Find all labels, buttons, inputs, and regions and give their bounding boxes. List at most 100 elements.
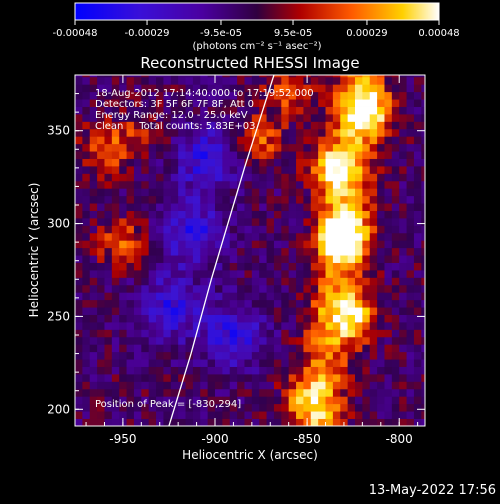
heatmap-cell (178, 203, 186, 211)
heatmap-cell (75, 418, 83, 426)
heatmap-cell (163, 403, 172, 412)
heatmap-cell (119, 84, 127, 93)
heatmap-cell (89, 344, 98, 353)
heatmap-cell (369, 106, 378, 115)
heatmap-cell (192, 255, 201, 263)
heatmap-cell (126, 173, 135, 182)
heatmap-cell (148, 166, 157, 174)
heatmap-cell (75, 114, 83, 122)
heatmap-cell (141, 180, 150, 189)
heatmap-cell (303, 240, 312, 249)
heatmap-cell (192, 277, 201, 286)
heatmap-cell (207, 210, 216, 219)
heatmap-cell (399, 359, 407, 367)
heatmap-cell (229, 240, 238, 249)
heatmap-cell (156, 76, 164, 85)
heatmap-cell (251, 91, 260, 100)
heatmap-cell (362, 99, 371, 107)
heatmap-cell (215, 411, 223, 419)
heatmap-cell (82, 322, 91, 330)
heatmap-cell (244, 84, 253, 93)
heatmap-cell (200, 396, 209, 405)
heatmap-cell (391, 75, 400, 78)
heatmap-cell (178, 218, 186, 226)
heatmap-cell (340, 359, 349, 367)
heatmap-cell (413, 374, 422, 382)
heatmap-cell (141, 418, 150, 426)
heatmap-cell (133, 136, 142, 145)
heatmap-cell (244, 344, 253, 353)
heatmap-cell (406, 374, 415, 382)
heatmap-cell (156, 210, 164, 219)
heatmap-cell (207, 329, 216, 338)
heatmap-cell (207, 388, 216, 397)
heatmap-cell (288, 359, 297, 367)
heatmap-cell (141, 91, 150, 100)
heatmap-cell (104, 403, 113, 412)
heatmap-cell (377, 284, 385, 293)
heatmap-cell (119, 91, 127, 100)
heatmap-cell (97, 344, 105, 353)
heatmap-cell (259, 284, 267, 293)
heatmap-cell (266, 344, 275, 353)
heatmap-cell (421, 307, 425, 315)
heatmap-cell (413, 351, 422, 360)
heatmap-cell (75, 284, 83, 293)
heatmap-cell (384, 106, 393, 115)
heatmap-cell (163, 388, 172, 397)
heatmap-cell (192, 411, 201, 419)
heatmap-cell (369, 75, 378, 78)
heatmap-cell (97, 396, 105, 405)
heatmap-cell (325, 136, 334, 145)
heatmap-cell (413, 255, 422, 263)
heatmap-cell (355, 195, 363, 204)
heatmap-cell (303, 403, 312, 412)
heatmap-cell (185, 240, 194, 249)
heatmap-cell (355, 292, 363, 301)
heatmap-cell (413, 225, 422, 234)
heatmap-cell (281, 255, 290, 263)
heatmap-cell (281, 232, 290, 241)
heatmap-cell (251, 203, 260, 211)
heatmap-cell (266, 359, 275, 367)
heatmap-cell (148, 344, 157, 353)
heatmap-cell (192, 76, 201, 85)
heatmap-cell (229, 307, 238, 315)
heatmap-cell (384, 76, 393, 85)
heatmap-cell (111, 84, 120, 93)
heatmap-cell (362, 374, 371, 382)
heatmap-cell (369, 307, 378, 315)
heatmap-cell (332, 359, 341, 367)
heatmap-cell (281, 284, 290, 293)
heatmap-cell (229, 143, 238, 152)
heatmap-cell (266, 158, 275, 167)
heatmap-cell (82, 262, 91, 271)
heatmap-cell (340, 299, 349, 308)
heatmap-cell (89, 403, 98, 412)
heatmap-cell (133, 180, 142, 189)
y-tick-label: 350 (47, 124, 70, 138)
heatmap-cell (251, 255, 260, 263)
heatmap-cell (82, 128, 91, 137)
heatmap-cell (266, 262, 275, 271)
heatmap-cell (259, 75, 267, 78)
heatmap-cell (111, 151, 120, 159)
heatmap-cell (111, 210, 120, 219)
heatmap-cell (222, 99, 231, 107)
heatmap-cell (133, 344, 142, 353)
heatmap-cell (237, 121, 245, 130)
heatmap-cell (237, 307, 245, 315)
y-axis-label: Heliocentric Y (arcsec) (27, 183, 41, 318)
heatmap-cell (178, 284, 186, 293)
heatmap-cell (347, 359, 356, 367)
heatmap-cell (200, 381, 209, 390)
heatmap-cell (406, 128, 415, 137)
heatmap-cell (421, 270, 425, 278)
heatmap-cell (200, 76, 209, 85)
heatmap-cell (82, 218, 91, 226)
heatmap-cell (207, 366, 216, 375)
heatmap-cell (237, 344, 245, 353)
heatmap-cell (148, 277, 157, 286)
heatmap-cell (89, 166, 98, 174)
heatmap-cell (133, 158, 142, 167)
